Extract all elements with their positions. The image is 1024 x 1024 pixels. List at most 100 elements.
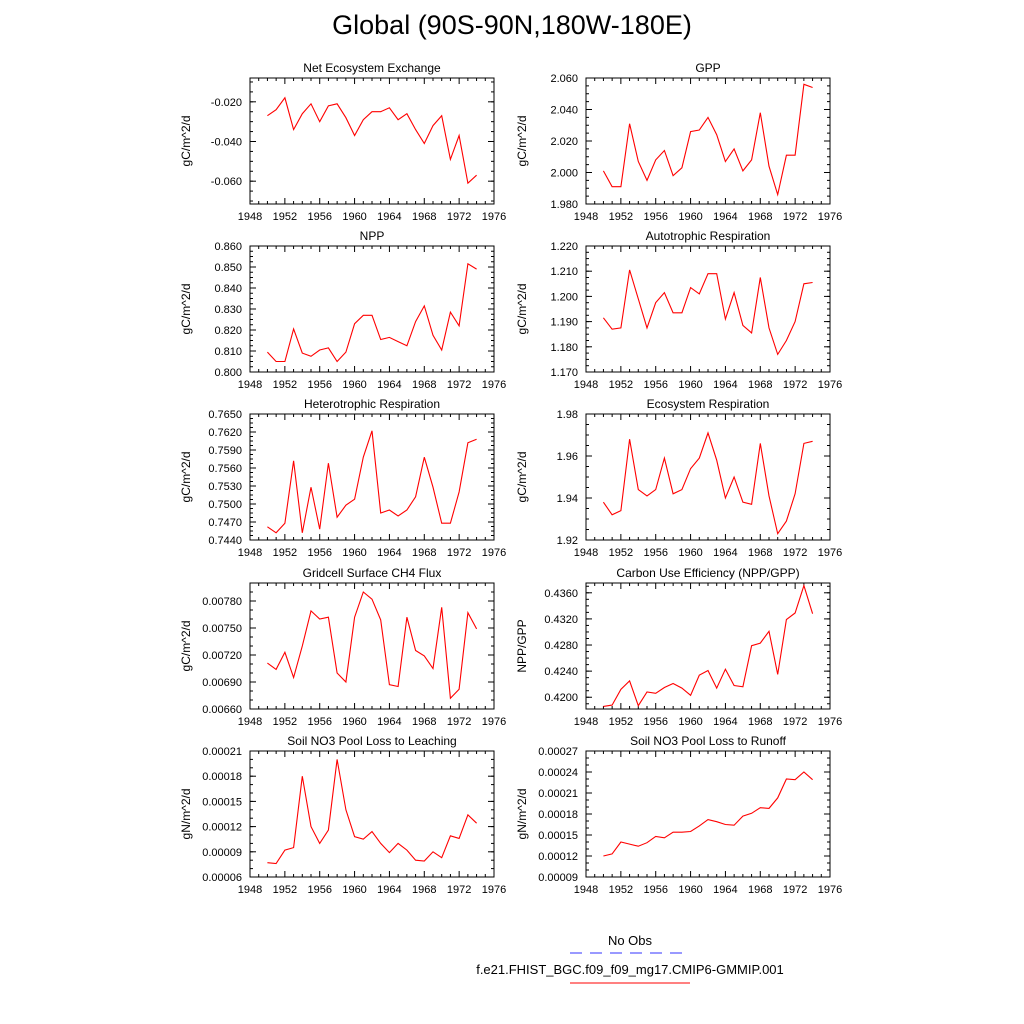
x-tick-label: 1964 xyxy=(377,211,401,223)
y-tick-label: -0.020 xyxy=(211,97,242,109)
y-tick-label: 1.94 xyxy=(557,493,578,505)
legend-label-no-obs: No Obs xyxy=(607,933,653,948)
series-line xyxy=(267,96,477,185)
chart-title: GPP xyxy=(695,61,720,75)
y-axis-label: gN/m^2/d xyxy=(179,789,193,840)
legend-line-model-run xyxy=(570,982,690,984)
y-tick-label: -0.060 xyxy=(211,176,242,188)
x-tick-label: 1960 xyxy=(678,547,702,559)
chart-panel-4: Autotrophic Respiration gC/m^2/d 1948 1952 1… xyxy=(515,229,842,391)
x-tick-label: 1972 xyxy=(783,716,807,728)
y-tick-label: 0.810 xyxy=(214,346,242,358)
series-line xyxy=(267,591,478,700)
chart-panel-8: Carbon Use Efficiency (NPP/GPP) NPP/GPP 19… xyxy=(515,566,842,728)
y-tick-label: 0.00024 xyxy=(538,767,578,779)
x-tick-label: 1968 xyxy=(748,884,772,896)
y-tick-label: 0.00006 xyxy=(202,872,242,884)
x-tick-label: 1948 xyxy=(574,547,598,559)
x-tick-label: 1972 xyxy=(783,379,807,391)
chart-panel-10: Soil NO3 Pool Loss to Runoff gN/m^2/d 1948… xyxy=(515,734,842,896)
x-tick-label: 1952 xyxy=(273,884,297,896)
x-tick-label: 1956 xyxy=(643,716,667,728)
y-tick-label: 0.840 xyxy=(214,283,242,295)
x-tick-label: 1968 xyxy=(412,379,436,391)
x-tick-label: 1972 xyxy=(447,884,471,896)
x-tick-label: 1964 xyxy=(713,211,737,223)
x-tick-label: 1964 xyxy=(713,884,737,896)
chart-title: NPP xyxy=(360,229,385,243)
x-tick-label: 1948 xyxy=(574,884,598,896)
series-line xyxy=(603,583,814,707)
y-tick-label: 0.00021 xyxy=(202,746,242,758)
x-tick-label: 1972 xyxy=(447,211,471,223)
y-tick-label: 2.020 xyxy=(550,136,578,148)
y-tick-label: 0.00018 xyxy=(202,771,242,783)
x-tick-label: 1956 xyxy=(643,547,667,559)
x-tick-label: 1952 xyxy=(609,211,633,223)
y-tick-label: 0.4200 xyxy=(544,692,578,704)
x-tick-label: 1964 xyxy=(377,716,401,728)
chart-panel-2: GPP gC/m^2/d 1948 1952 1956 1960 1964 1968 1972 1… xyxy=(515,61,842,223)
y-axis-label: gC/m^2/d xyxy=(179,452,193,503)
y-tick-label: 0.00720 xyxy=(202,650,242,662)
x-tick-label: 1960 xyxy=(342,884,366,896)
chart-panel-5: Heterotrophic Respiration gC/m^2/d 1948 195… xyxy=(179,397,506,559)
y-tick-label: 2.040 xyxy=(550,105,578,117)
x-tick-label: 1976 xyxy=(818,547,842,559)
x-tick-label: 1956 xyxy=(307,716,331,728)
x-tick-label: 1964 xyxy=(713,547,737,559)
y-tick-label: 0.00660 xyxy=(202,704,242,716)
chart-title: Carbon Use Efficiency (NPP/GPP) xyxy=(616,566,799,580)
x-tick-label: 1964 xyxy=(377,547,401,559)
y-tick-label: 0.850 xyxy=(214,262,242,274)
y-tick-label: 1.98 xyxy=(557,409,578,421)
x-tick-label: 1960 xyxy=(342,547,366,559)
x-tick-label: 1948 xyxy=(238,379,262,391)
x-tick-label: 1976 xyxy=(818,884,842,896)
x-tick-label: 1948 xyxy=(574,716,598,728)
y-tick-label: 1.92 xyxy=(557,535,578,547)
x-tick-label: 1952 xyxy=(273,379,297,391)
y-tick-label: 1.170 xyxy=(550,367,578,379)
y-tick-label: 1.980 xyxy=(550,199,578,211)
x-tick-label: 1976 xyxy=(818,211,842,223)
y-tick-label: 0.7620 xyxy=(208,427,242,439)
x-tick-label: 1968 xyxy=(748,379,772,391)
x-tick-label: 1968 xyxy=(412,547,436,559)
y-tick-label: 1.220 xyxy=(550,241,578,253)
x-tick-label: 1956 xyxy=(307,547,331,559)
y-tick-label: 0.00015 xyxy=(202,796,242,808)
x-tick-label: 1964 xyxy=(713,379,737,391)
x-tick-label: 1956 xyxy=(643,884,667,896)
x-tick-label: 1956 xyxy=(307,211,331,223)
x-tick-label: 1952 xyxy=(609,884,633,896)
x-tick-label: 1952 xyxy=(273,211,297,223)
x-tick-label: 1960 xyxy=(678,884,702,896)
y-tick-label: 0.800 xyxy=(214,367,242,379)
chart-panel-3: NPP gC/m^2/d 1948 1952 1956 1960 1964 1968 1972 1… xyxy=(179,229,506,391)
y-tick-label: 0.00750 xyxy=(202,623,242,635)
series-line xyxy=(266,262,477,363)
y-tick-label: 0.7560 xyxy=(208,463,242,475)
x-tick-label: 1960 xyxy=(678,211,702,223)
y-tick-label: 0.00009 xyxy=(202,847,242,859)
y-tick-label: 0.00015 xyxy=(538,830,578,842)
chart-title: Soil NO3 Pool Loss to Leaching xyxy=(287,734,456,748)
x-tick-label: 1972 xyxy=(783,884,807,896)
x-tick-label: 1968 xyxy=(748,547,772,559)
x-tick-label: 1976 xyxy=(482,379,506,391)
y-axis-label: gC/m^2/d xyxy=(179,621,193,672)
y-tick-label: 1.210 xyxy=(550,266,578,278)
x-tick-label: 1968 xyxy=(412,211,436,223)
legend-line-no-obs xyxy=(570,952,690,954)
chart-title: Autotrophic Respiration xyxy=(646,229,771,243)
y-tick-label: 0.4360 xyxy=(544,588,578,600)
series-line xyxy=(267,759,477,865)
y-axis-label: gC/m^2/d xyxy=(515,116,529,167)
y-tick-label: 0.4240 xyxy=(544,666,578,678)
plot-frame xyxy=(585,77,831,205)
y-tick-label: 0.00012 xyxy=(202,822,242,834)
legend-label-model-run: f.e21.FHIST_BGC.f09_f09_mg17.CMIP6-GMMIP… xyxy=(476,962,784,977)
y-tick-label: 0.4280 xyxy=(544,640,578,652)
